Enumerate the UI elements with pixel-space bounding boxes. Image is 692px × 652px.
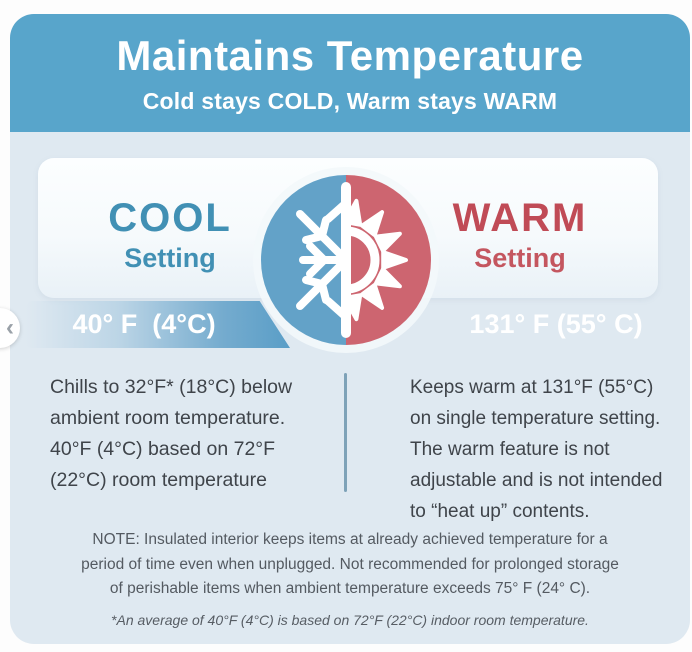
chevron-left-icon: ‹ <box>6 314 14 341</box>
page-title: Maintains Temperature <box>116 32 584 79</box>
cool-setting-title: COOL <box>108 196 232 240</box>
warm-setting-label: Setting <box>474 243 566 273</box>
carousel-previous-button[interactable]: ‹ <box>0 308 20 348</box>
footnote-text: *An average of 40°F (4°C) is based on 72… <box>111 612 589 628</box>
warm-temperature-band: 131° F (55° C) <box>469 309 643 339</box>
warm-description: Keeps warm at 131°F (55°C) on single tem… <box>410 377 663 522</box>
cool-description: Chills to 32°F* (18°C) below ambient roo… <box>50 376 293 491</box>
cool-warm-circle <box>261 175 431 345</box>
page-subtitle: Cold stays COLD, Warm stays WARM <box>142 88 558 114</box>
warm-setting-block: WARM Setting <box>400 196 640 274</box>
header-banner: Maintains Temperature Cold stays COLD, W… <box>10 14 690 132</box>
cool-temperature-band: 40° F (4°C) <box>26 301 290 348</box>
warm-setting-title: WARM <box>452 196 588 240</box>
snowflake-icon <box>296 182 351 338</box>
cool-setting-label: Setting <box>124 243 216 273</box>
note-text: NOTE: Insulated interior keeps items at … <box>81 531 619 597</box>
column-divider <box>344 373 347 492</box>
infographic-card: Maintains Temperature Cold stays COLD, W… <box>10 14 690 644</box>
cool-setting-block: COOL Setting <box>50 196 290 274</box>
